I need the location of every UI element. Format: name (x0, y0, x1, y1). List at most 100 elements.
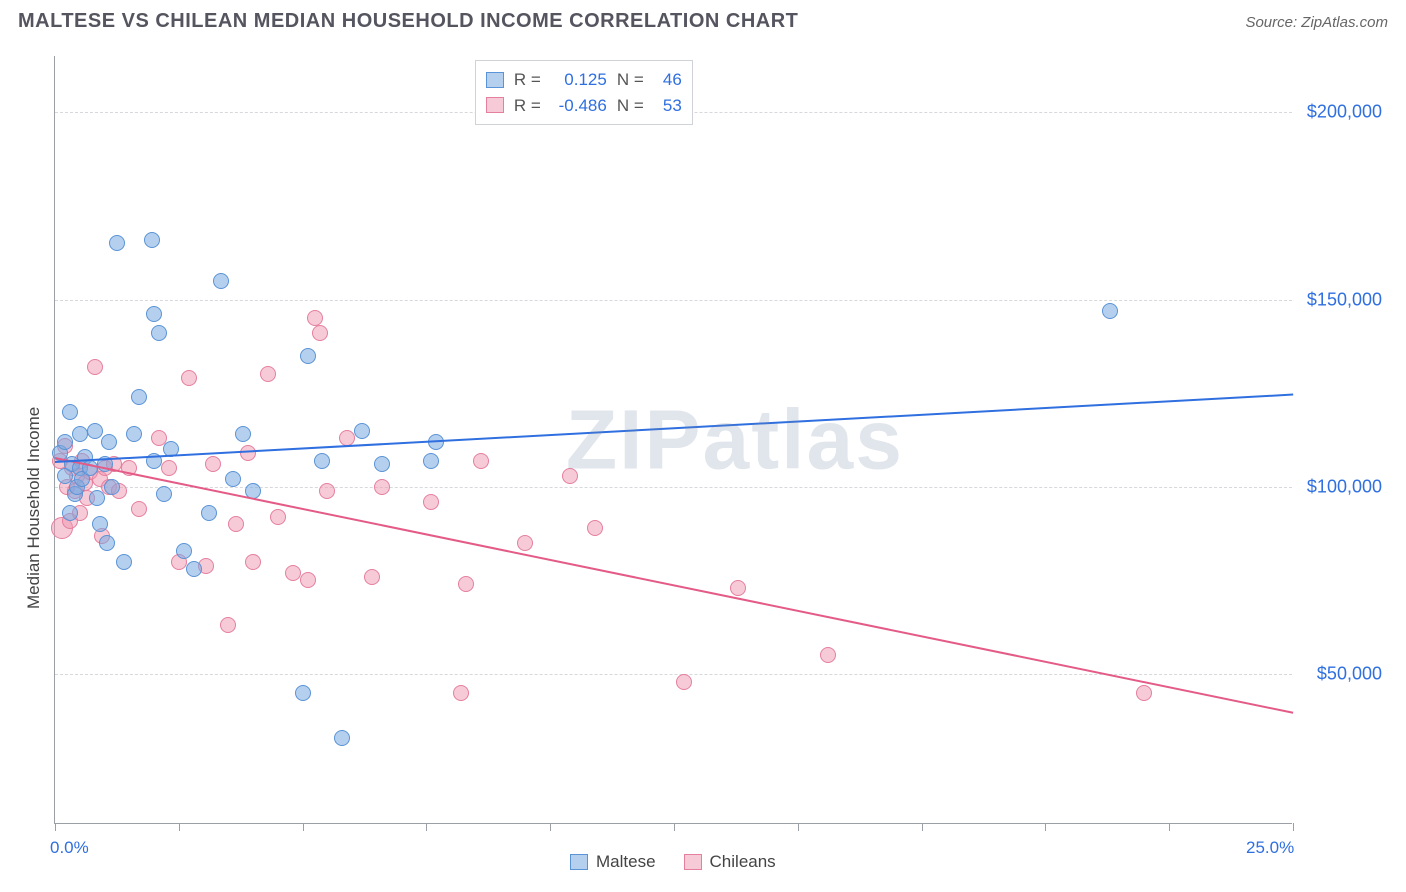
stats-row-maltese: R =0.125N =46 (486, 67, 682, 93)
stats-row-chileans: R =-0.486N =53 (486, 93, 682, 119)
gridline (55, 487, 1292, 488)
scatter-point-maltese (131, 389, 147, 405)
scatter-point-maltese (423, 453, 439, 469)
scatter-point-chileans (339, 430, 355, 446)
legend-swatch (486, 97, 504, 113)
x-tick (550, 823, 551, 831)
scatter-point-chileans (364, 569, 380, 585)
scatter-point-chileans (730, 580, 746, 596)
chart-header: MALTESE VS CHILEAN MEDIAN HOUSEHOLD INCO… (0, 0, 1406, 33)
scatter-point-maltese (72, 426, 88, 442)
scatter-point-chileans (131, 501, 147, 517)
legend-item-maltese: Maltese (570, 852, 656, 872)
scatter-point-maltese (99, 535, 115, 551)
scatter-point-chileans (307, 310, 323, 326)
scatter-point-maltese (116, 554, 132, 570)
gridline (55, 300, 1292, 301)
scatter-point-chileans (87, 359, 103, 375)
scatter-point-maltese (62, 505, 78, 521)
scatter-point-chileans (270, 509, 286, 525)
x-tick (1169, 823, 1170, 831)
trendline-chileans (55, 457, 1293, 714)
scatter-point-chileans (517, 535, 533, 551)
scatter-point-chileans (319, 483, 335, 499)
stat-label-R: R = (514, 93, 541, 119)
scatter-point-maltese (87, 423, 103, 439)
scatter-point-chileans (312, 325, 328, 341)
x-tick (303, 823, 304, 831)
stat-value-R: -0.486 (551, 93, 607, 119)
y-tick-label: $200,000 (1297, 102, 1382, 123)
scatter-point-chileans (285, 565, 301, 581)
x-tick (674, 823, 675, 831)
scatter-point-chileans (423, 494, 439, 510)
scatter-point-maltese (126, 426, 142, 442)
legend-swatch (486, 72, 504, 88)
scatter-point-maltese (334, 730, 350, 746)
y-tick-label: $150,000 (1297, 289, 1382, 310)
scatter-point-maltese (156, 486, 172, 502)
scatter-point-chileans (300, 572, 316, 588)
scatter-point-maltese (314, 453, 330, 469)
scatter-point-maltese (176, 543, 192, 559)
legend-label: Maltese (596, 852, 656, 872)
y-tick-label: $100,000 (1297, 476, 1382, 497)
x-axis-right-label: 25.0% (1246, 838, 1294, 858)
scatter-point-chileans (374, 479, 390, 495)
scatter-point-maltese (89, 490, 105, 506)
scatter-point-chileans (820, 647, 836, 663)
legend-item-chileans: Chileans (684, 852, 776, 872)
stat-label-R: R = (514, 67, 541, 93)
stats-box: R =0.125N =46R =-0.486N =53 (475, 60, 693, 125)
scatter-point-chileans (181, 370, 197, 386)
scatter-point-chileans (473, 453, 489, 469)
scatter-point-chileans (260, 366, 276, 382)
x-tick (1045, 823, 1046, 831)
scatter-point-chileans (205, 456, 221, 472)
chart-title: MALTESE VS CHILEAN MEDIAN HOUSEHOLD INCO… (18, 10, 798, 33)
scatter-point-chileans (220, 617, 236, 633)
scatter-point-maltese (101, 434, 117, 450)
scatter-point-maltese (374, 456, 390, 472)
legend-swatch (684, 854, 702, 870)
x-tick (55, 823, 56, 831)
stat-label-N: N = (617, 67, 644, 93)
legend-swatch (570, 854, 588, 870)
legend-label: Chileans (710, 852, 776, 872)
legend-bottom: Maltese Chileans (570, 852, 776, 872)
stat-value-N: 53 (654, 93, 682, 119)
scatter-point-maltese (92, 516, 108, 532)
scatter-point-chileans (161, 460, 177, 476)
x-tick (798, 823, 799, 831)
scatter-point-maltese (144, 232, 160, 248)
scatter-point-maltese (235, 426, 251, 442)
y-axis-title: Median Household Income (24, 407, 44, 609)
scatter-point-maltese (146, 306, 162, 322)
x-axis-left-label: 0.0% (50, 838, 89, 858)
y-tick-label: $50,000 (1297, 664, 1382, 685)
x-tick (922, 823, 923, 831)
scatter-point-maltese (62, 404, 78, 420)
scatter-point-maltese (109, 235, 125, 251)
scatter-point-maltese (295, 685, 311, 701)
scatter-point-chileans (453, 685, 469, 701)
scatter-point-maltese (104, 479, 120, 495)
scatter-point-chileans (245, 554, 261, 570)
scatter-point-maltese (354, 423, 370, 439)
x-tick (1293, 823, 1294, 831)
scatter-point-maltese (300, 348, 316, 364)
scatter-point-maltese (213, 273, 229, 289)
x-tick (426, 823, 427, 831)
scatter-point-chileans (458, 576, 474, 592)
scatter-point-maltese (57, 434, 73, 450)
scatter-point-chileans (240, 445, 256, 461)
scatter-point-chileans (587, 520, 603, 536)
scatter-point-chileans (676, 674, 692, 690)
stat-value-N: 46 (654, 67, 682, 93)
plot-area: $50,000$100,000$150,000$200,000 (54, 56, 1292, 824)
scatter-point-maltese (186, 561, 202, 577)
scatter-point-maltese (151, 325, 167, 341)
chart-source: Source: ZipAtlas.com (1245, 14, 1388, 31)
x-tick (179, 823, 180, 831)
scatter-point-maltese (1102, 303, 1118, 319)
